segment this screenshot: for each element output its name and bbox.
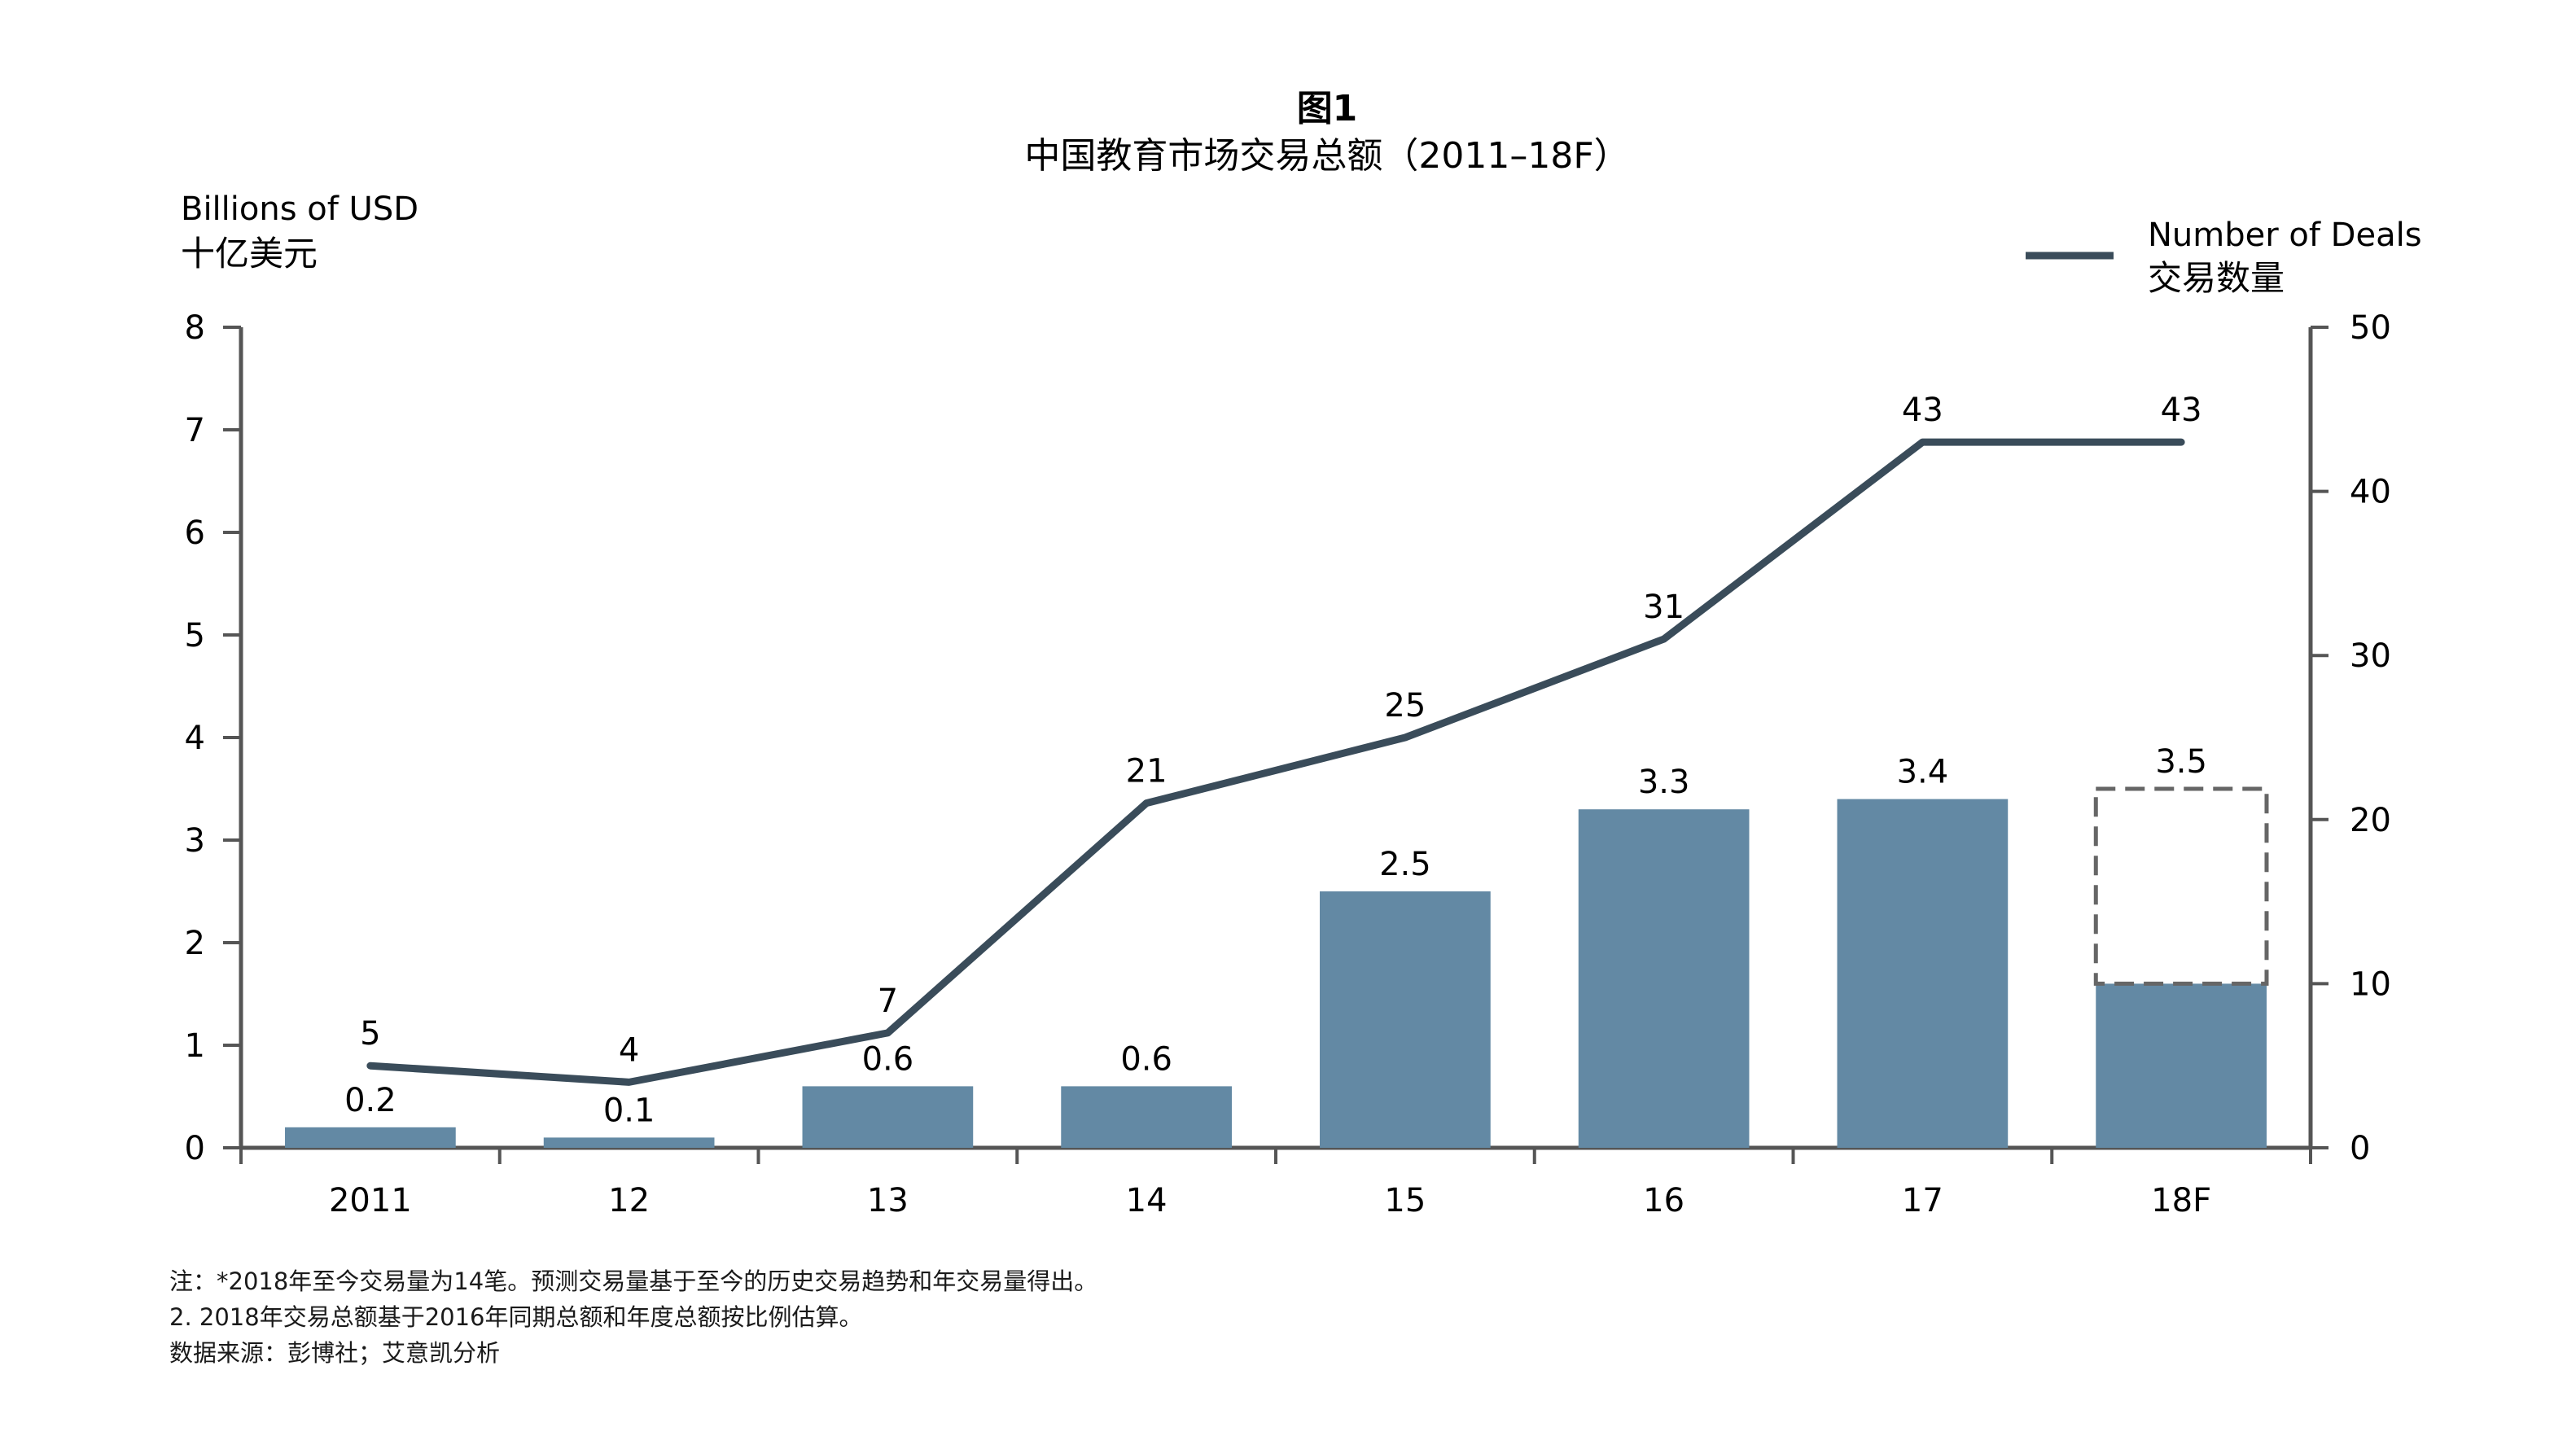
bar-value-label: 2.5 xyxy=(1379,846,1431,883)
bar-value-label: 0.1 xyxy=(603,1092,655,1129)
deals-line xyxy=(366,438,2185,1086)
left-tick-label: 1 xyxy=(185,1027,205,1065)
right-tick-label: 30 xyxy=(2350,637,2391,675)
footnote-source: 数据来源：彭博社；艾意凯分析 xyxy=(169,1339,501,1367)
left-tick-label: 2 xyxy=(185,925,205,962)
left-tick-label: 5 xyxy=(185,617,205,654)
deals-point xyxy=(625,1079,633,1086)
bar xyxy=(802,1086,974,1148)
deals-value-label: 43 xyxy=(2161,392,2202,429)
x-tick-label: 14 xyxy=(1126,1182,1168,1219)
bar-value-label: 3.5 xyxy=(2155,743,2207,781)
deals-point xyxy=(1401,734,1408,741)
x-tick-label: 13 xyxy=(867,1182,909,1219)
left-tick-label: 0 xyxy=(185,1130,205,1167)
bar-value-label: 3.4 xyxy=(1897,754,1949,791)
left-tick-label: 6 xyxy=(185,514,205,552)
bar-value-label: 0.2 xyxy=(344,1082,396,1119)
legend: Number of Deals 交易数量 xyxy=(2026,217,2422,298)
deals-value-label: 5 xyxy=(360,1015,380,1053)
bar-value-label: 0.6 xyxy=(1120,1040,1172,1078)
right-tick-label: 20 xyxy=(2350,802,2391,839)
right-tick-label: 40 xyxy=(2350,474,2391,511)
bar xyxy=(1320,891,1491,1148)
deals-value-label: 4 xyxy=(619,1031,639,1069)
footnote-2: 2. 2018年交易总额基于2016年同期总额和年度总额按比例估算。 xyxy=(169,1303,863,1331)
chart-title: 中国教育市场交易总额（2011–18F） xyxy=(1024,135,1629,177)
right-tick-label: 0 xyxy=(2350,1130,2370,1167)
legend-label-en: Number of Deals xyxy=(2148,217,2422,254)
deals-value-label: 31 xyxy=(1643,589,1684,626)
left-tick-label: 7 xyxy=(185,412,205,449)
bar-forecast-solid xyxy=(2096,983,2267,1148)
footnotes: 注：*2018年至今交易量为14笔。预测交易量基于至今的历史交易趋势和年交易量得… xyxy=(169,1263,1097,1371)
deals-point xyxy=(366,1062,374,1070)
footnote-1: 注：*2018年至今交易量为14笔。预测交易量基于至今的历史交易趋势和年交易量得… xyxy=(169,1267,1098,1295)
deals-point xyxy=(1919,439,1926,446)
left-axis-label-zh: 十亿美元 xyxy=(181,234,318,274)
deals-point xyxy=(1143,799,1150,807)
bar xyxy=(1061,1086,1232,1148)
deal-value-chart: 图1 中国教育市场交易总额（2011–18F） Billions of USD … xyxy=(181,88,2422,1219)
deals-value-label: 7 xyxy=(878,983,898,1020)
x-tick-label: 16 xyxy=(1643,1182,1684,1219)
bar xyxy=(1578,809,1750,1148)
deals-value-label: 21 xyxy=(1126,753,1168,790)
right-tick-label: 50 xyxy=(2350,309,2391,347)
deals-point xyxy=(1660,636,1667,643)
x-tick-label: 17 xyxy=(1902,1182,1943,1219)
x-tick-label: 12 xyxy=(608,1182,650,1219)
legend-label-zh: 交易数量 xyxy=(2148,258,2285,298)
left-axis-label-en: Billions of USD xyxy=(181,190,418,228)
left-tick-label: 4 xyxy=(185,720,205,757)
figure-label: 图1 xyxy=(1297,88,1358,129)
deals-point xyxy=(884,1029,892,1036)
bar xyxy=(285,1127,456,1148)
deals-value-label: 25 xyxy=(1384,687,1426,724)
x-tick-label: 15 xyxy=(1384,1182,1426,1219)
x-tick-label: 18F xyxy=(2151,1182,2211,1219)
left-tick-label: 8 xyxy=(185,309,205,347)
bar xyxy=(543,1137,715,1148)
left-tick-label: 3 xyxy=(185,822,205,860)
right-tick-label: 10 xyxy=(2350,965,2391,1003)
bar xyxy=(1837,799,2009,1148)
x-tick-label: 2011 xyxy=(329,1182,412,1219)
bar-forecast-outline xyxy=(2093,786,2269,986)
bar-value-label: 0.6 xyxy=(862,1040,914,1078)
deals-point xyxy=(2178,439,2185,446)
deals-value-label: 43 xyxy=(1902,392,1943,429)
bar-value-label: 3.3 xyxy=(1638,764,1690,801)
